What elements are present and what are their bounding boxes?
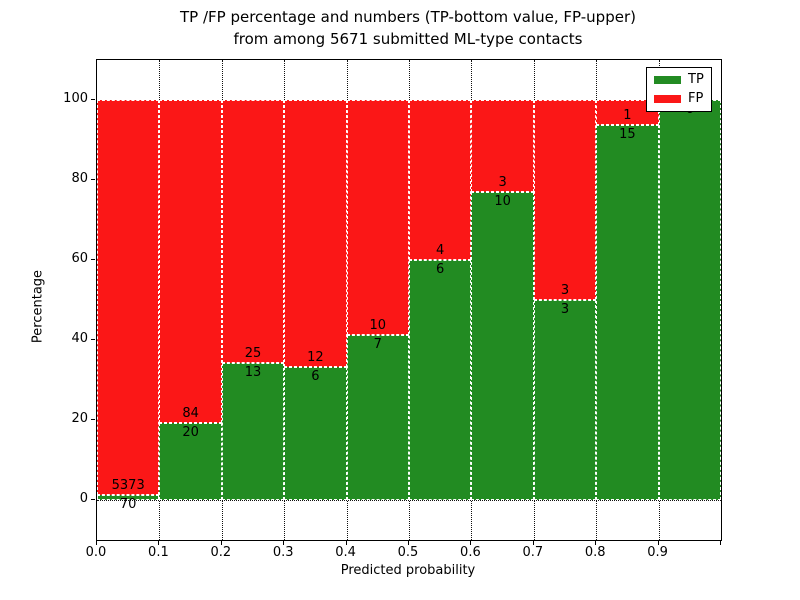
y-tick-label: 40 (71, 331, 88, 346)
x-tick-label: 0.5 (397, 545, 419, 560)
y-tick-label: 80 (71, 171, 88, 186)
bar-segment-tp (533, 300, 597, 500)
x-tick-mark (220, 540, 222, 545)
chart-title-line1: TP /FP percentage and numbers (TP-bottom… (180, 8, 636, 26)
legend-row: FP (654, 92, 711, 106)
x-tick-mark (657, 540, 659, 545)
y-tick-mark (91, 419, 95, 420)
bar-segment-tp (596, 125, 659, 500)
bar-segment-fp (471, 100, 534, 193)
x-axis-label: Predicted probability (340, 563, 476, 578)
bar-segment-fp (97, 100, 160, 495)
tp-count-label: 15 (619, 127, 636, 142)
y-tick-mark (91, 259, 95, 260)
bar-segment-tp (346, 335, 409, 500)
y-tick-mark (91, 99, 95, 100)
x-tick-label: 0.0 (85, 545, 107, 560)
bar-segment-fp (346, 100, 409, 336)
y-tick-label: 60 (71, 251, 88, 266)
bar-segment-tp (97, 494, 160, 500)
bar-segment-tp (159, 423, 222, 500)
bar-segment-fp (159, 100, 222, 424)
fp-count-label: 4 (436, 243, 445, 258)
chart-title-line2: from among 5671 submitted ML-type contac… (233, 30, 583, 48)
chart-title: TP /FP percentage and numbers (TP-bottom… (96, 6, 720, 50)
x-tick-mark (470, 540, 472, 545)
bar-segment-tp (284, 366, 347, 500)
x-tick-mark (345, 540, 347, 545)
bar-segment-tp (658, 100, 721, 500)
bar-segment-tp (409, 260, 472, 500)
x-tick-label: 0.9 (647, 545, 668, 560)
red-swatch-icon (654, 95, 681, 103)
x-tick-label: 0.4 (335, 545, 356, 560)
y-tick-mark (91, 179, 95, 180)
tp-count-label: 70 (119, 496, 137, 512)
x-tick-label: 0.8 (584, 545, 606, 560)
plot-area: 53737084202513126107463103311506 (96, 59, 722, 541)
bar-segment-fp (533, 100, 597, 300)
legend-row: TP (654, 73, 711, 87)
x-tick-mark (158, 540, 160, 545)
bar-segment-fp (284, 100, 347, 367)
x-tick-label: 0.3 (272, 545, 294, 560)
bar-segment-fp (409, 100, 472, 260)
x-tick-mark (532, 540, 534, 545)
fp-count-label: 84 (182, 406, 199, 422)
fp-count-label: 25 (244, 346, 262, 362)
legend-label: FP (688, 91, 704, 106)
x-tick-mark (720, 540, 721, 545)
x-tick-mark (283, 540, 285, 545)
y-tick-label: 0 (79, 491, 88, 506)
x-tick-label: 0.2 (210, 545, 232, 560)
x-tick-mark (96, 540, 97, 545)
y-tick-mark (91, 339, 95, 340)
tp-count-label: 7 (373, 337, 382, 353)
x-tick-mark (595, 540, 597, 545)
bar-segment-fp (221, 100, 285, 364)
y-tick-label: 20 (71, 411, 88, 426)
fp-count-label: 3 (560, 283, 570, 298)
bar-segment-tp (221, 363, 285, 500)
green-swatch-icon (654, 76, 681, 84)
x-tick-label: 0.1 (148, 545, 169, 560)
tp-count-label: 20 (182, 425, 199, 441)
x-tick-label: 0.6 (460, 545, 481, 560)
y-axis-label: Percentage (30, 269, 46, 344)
legend-label: TP (688, 72, 704, 87)
legend: TP FP (646, 67, 712, 112)
x-tick-label: 0.7 (522, 545, 544, 560)
tp-count-label: 6 (436, 262, 445, 277)
tp-count-label: 10 (494, 194, 511, 210)
fp-count-label: 3 (498, 175, 507, 191)
tp-count-label: 13 (244, 365, 262, 381)
fp-count-label: 12 (307, 349, 324, 365)
y-tick-mark (91, 499, 95, 500)
tp-count-label: 3 (560, 302, 570, 317)
tp-count-label: 6 (311, 368, 320, 384)
x-tick-mark (408, 540, 409, 545)
y-tick-label: 100 (63, 91, 88, 106)
fp-count-label: 1 (623, 108, 632, 123)
fp-count-label: 5373 (111, 477, 145, 493)
bar-segment-tp (471, 192, 534, 500)
fp-count-label: 10 (369, 318, 387, 334)
